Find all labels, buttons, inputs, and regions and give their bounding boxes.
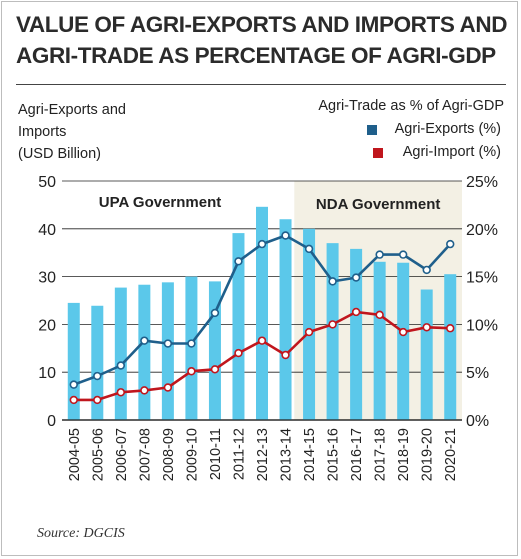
y-tick-right: 25% xyxy=(466,174,498,191)
bar xyxy=(326,243,339,420)
y-tick-left: 40 xyxy=(38,222,56,239)
x-tick-label: 2007-08 xyxy=(137,428,153,481)
right-axis-title: Agri-Trade as % of Agri-GDP xyxy=(318,98,504,114)
agri-exports-point xyxy=(69,380,78,389)
nda-government-label: NDA Government xyxy=(316,196,440,213)
upa-government-label: UPA Government xyxy=(99,194,222,211)
agri-import-point xyxy=(116,388,126,397)
chart-title: VALUE OF AGRI-EXPORTS AND IMPORTS AND AG… xyxy=(16,12,508,68)
agri-exports-point xyxy=(351,273,361,282)
agri-exports-point xyxy=(422,265,431,275)
agri-exports-point xyxy=(257,239,267,249)
agri-exports-point xyxy=(328,277,337,286)
agri-import-point xyxy=(210,365,220,374)
source-note: Source: DGCIS xyxy=(37,526,125,541)
agri-import-point xyxy=(446,324,455,333)
agri-exports-point xyxy=(93,371,102,381)
left-axis-title-line-1: Agri-Exports and xyxy=(18,102,126,118)
x-tick-label: 2015-16 xyxy=(326,428,342,481)
bar xyxy=(232,233,245,420)
title-divider xyxy=(16,84,506,85)
agri-exports-point xyxy=(375,250,384,259)
agri-import-point xyxy=(375,310,384,320)
agri-import-point xyxy=(234,348,243,358)
bar xyxy=(67,302,80,420)
agri-exports-point xyxy=(234,257,243,266)
y-tick-left: 50 xyxy=(38,174,56,191)
agri-import-point xyxy=(69,395,78,405)
x-tick-label: 2017-18 xyxy=(373,428,389,481)
legend-swatch-agri-import xyxy=(373,148,383,158)
legend-item-agri-import: Agri-Import (%) xyxy=(301,144,501,164)
y-tick-left: 10 xyxy=(38,365,56,382)
bar xyxy=(444,274,457,420)
agri-import-point xyxy=(398,327,408,337)
agri-import-point xyxy=(422,323,431,332)
y-tick-right: 10% xyxy=(466,317,498,334)
agri-import-point xyxy=(187,367,196,376)
x-tick-label: 2004-05 xyxy=(67,428,83,481)
left-axis-title-line-3: (USD Billion) xyxy=(18,146,101,162)
agri-exports-point xyxy=(187,339,196,348)
x-tick-label: 2011-12 xyxy=(231,428,247,480)
legend-swatch-agri-exports xyxy=(367,125,377,135)
bar xyxy=(91,305,104,420)
agri-import-point xyxy=(304,327,314,337)
y-tick-left: 20 xyxy=(38,317,56,334)
bar xyxy=(138,284,151,420)
x-tick-label: 2010-11 xyxy=(208,428,224,480)
bar xyxy=(279,219,292,420)
bar xyxy=(114,287,127,420)
legend-label-agri-exports: Agri-Exports (%) xyxy=(394,121,501,137)
left-axis-title-line-2: Imports xyxy=(18,124,67,140)
y-tick-left: 30 xyxy=(38,270,56,287)
bar xyxy=(303,228,316,420)
legend-item-agri-exports: Agri-Exports (%) xyxy=(301,121,501,141)
agri-import-point xyxy=(140,386,149,395)
agri-exports-point xyxy=(304,244,314,254)
bar xyxy=(350,248,363,420)
x-tick-label: 2020-21 xyxy=(443,428,459,481)
x-tick-label: 2009-10 xyxy=(184,428,200,481)
agri-exports-point xyxy=(116,361,126,370)
bar xyxy=(373,261,386,420)
bar xyxy=(161,282,174,420)
agri-import-point xyxy=(257,336,267,345)
agri-import-point xyxy=(163,383,173,392)
x-tick-label: 2006-07 xyxy=(114,428,130,481)
y-tick-right: 15% xyxy=(466,270,498,287)
y-tick-right: 20% xyxy=(466,222,498,239)
x-tick-label: 2014-15 xyxy=(302,428,318,481)
x-tick-label: 2018-19 xyxy=(396,428,412,481)
agri-import-point xyxy=(328,320,337,329)
bar xyxy=(256,206,268,420)
agri-exports-point xyxy=(398,250,408,259)
agri-import-point xyxy=(93,395,102,405)
x-tick-label: 2019-20 xyxy=(420,428,436,481)
left-axis-title: Agri-Exports and Imports (USD Billion) xyxy=(18,99,168,165)
x-tick-label: 2005-06 xyxy=(90,428,106,481)
y-tick-right: 0% xyxy=(466,413,489,430)
y-tick-right: 5% xyxy=(466,365,489,382)
bar xyxy=(420,289,433,420)
legend-label-agri-import: Agri-Import (%) xyxy=(402,144,501,160)
agri-exports-point xyxy=(281,231,290,240)
agri-exports-point xyxy=(163,339,173,348)
x-tick-label: 2008-09 xyxy=(161,428,177,481)
x-tick-label: 2013-14 xyxy=(279,428,295,481)
agri-exports-point xyxy=(210,308,220,318)
agri-import-point xyxy=(281,350,290,360)
bar xyxy=(397,262,410,420)
agri-import-point xyxy=(351,307,361,317)
agri-exports-point xyxy=(446,239,455,249)
y-tick-left: 0 xyxy=(47,413,56,430)
agri-exports-point xyxy=(140,336,149,345)
bar xyxy=(185,276,198,420)
x-tick-label: 2012-13 xyxy=(255,428,271,481)
x-tick-label: 2016-17 xyxy=(349,428,365,481)
